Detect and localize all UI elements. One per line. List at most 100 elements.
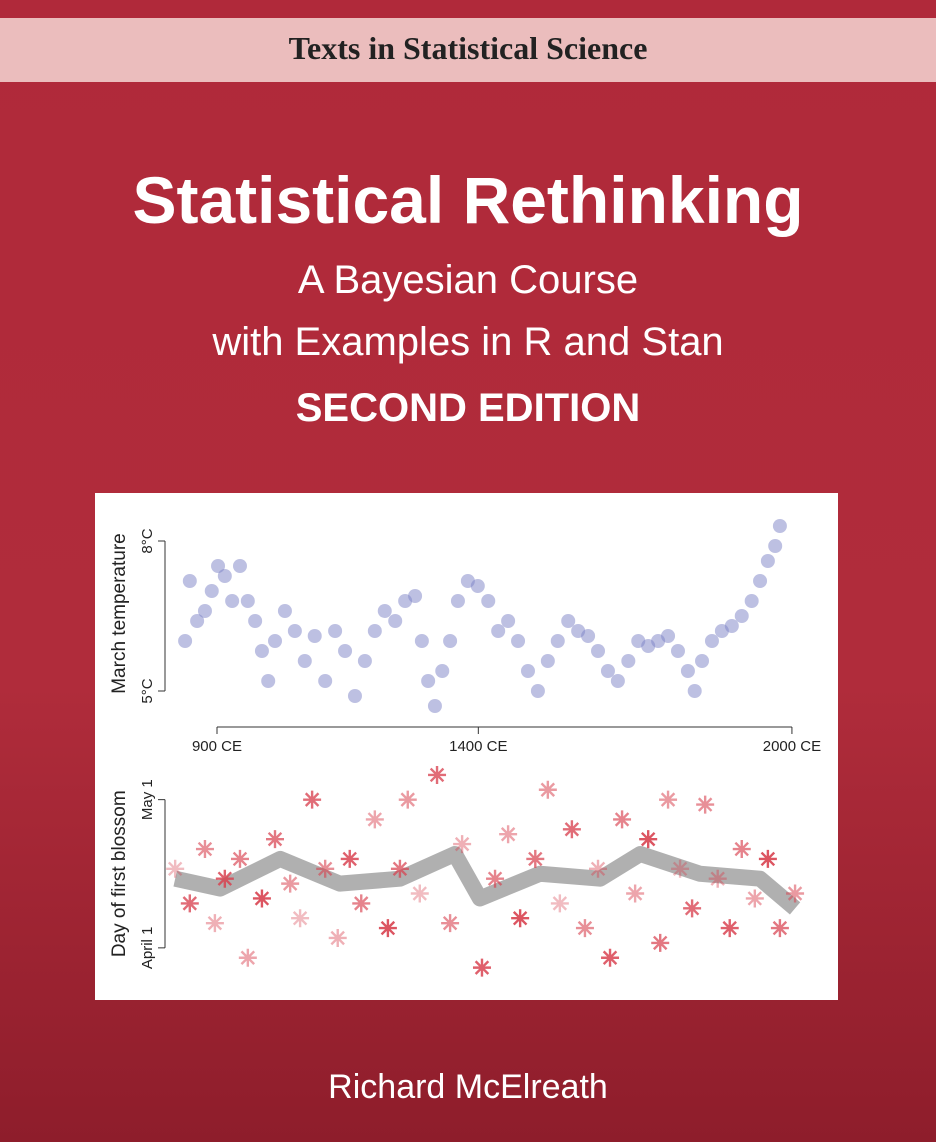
y-tick-label: 5°C	[139, 678, 156, 703]
point	[195, 840, 214, 859]
point	[610, 674, 625, 688]
point	[281, 874, 300, 893]
point	[252, 889, 271, 908]
point	[204, 584, 219, 598]
point	[357, 654, 372, 668]
point	[297, 654, 312, 668]
point	[338, 644, 353, 658]
point	[441, 914, 460, 933]
point	[683, 899, 702, 918]
point	[772, 519, 787, 533]
point	[511, 634, 526, 648]
point	[450, 594, 465, 608]
point	[378, 919, 397, 938]
point	[732, 840, 751, 859]
point	[180, 894, 199, 913]
point	[486, 869, 505, 888]
y-tick-label: May 1	[139, 779, 156, 820]
point	[388, 614, 403, 628]
point	[600, 664, 615, 678]
point	[499, 825, 518, 844]
point	[328, 928, 347, 947]
point	[428, 765, 447, 784]
point	[268, 634, 283, 648]
point	[687, 684, 702, 698]
point	[696, 795, 715, 814]
point	[248, 614, 263, 628]
point	[758, 849, 777, 868]
point	[421, 674, 436, 688]
point	[491, 624, 506, 638]
point	[708, 869, 727, 888]
point	[581, 629, 596, 643]
point	[254, 644, 269, 658]
point	[659, 790, 678, 809]
point	[562, 820, 581, 839]
point	[695, 654, 710, 668]
subtitle: with Examples in R and Stan	[212, 320, 724, 364]
point	[291, 909, 310, 928]
author: Richard McElreath	[328, 1068, 608, 1106]
point	[501, 614, 516, 628]
point	[410, 884, 429, 903]
x-tick-label: 900 CE	[192, 738, 242, 755]
point	[178, 634, 193, 648]
point	[720, 919, 739, 938]
point	[318, 674, 333, 688]
point	[724, 619, 739, 633]
x-tick-label: 2000 CE	[763, 738, 821, 755]
point	[744, 594, 759, 608]
edition: SECOND EDITION	[295, 386, 641, 430]
point	[215, 869, 234, 888]
y-tick-label: April 1	[139, 927, 156, 970]
series-name: Texts in Statistical Science	[288, 30, 648, 66]
point	[589, 859, 608, 878]
point	[197, 604, 212, 618]
point	[414, 634, 429, 648]
point	[443, 634, 458, 648]
y-axis-label: Day of first blossom	[109, 790, 130, 957]
point	[511, 909, 530, 928]
point	[377, 604, 392, 618]
point	[639, 830, 658, 849]
point	[328, 624, 343, 638]
point	[232, 559, 247, 573]
point	[680, 664, 695, 678]
point	[453, 835, 472, 854]
point	[225, 594, 240, 608]
point	[316, 859, 335, 878]
title: Statistical Rethinking	[132, 163, 804, 237]
point	[768, 539, 783, 553]
point	[205, 914, 224, 933]
point	[745, 889, 764, 908]
point	[238, 948, 257, 967]
point	[734, 609, 749, 623]
point	[303, 790, 322, 809]
point	[621, 654, 636, 668]
point	[760, 554, 775, 568]
point	[786, 884, 805, 903]
point	[550, 634, 565, 648]
point	[651, 933, 670, 952]
point	[530, 684, 545, 698]
point	[182, 574, 197, 588]
point	[365, 810, 384, 829]
point	[575, 919, 594, 938]
point	[217, 569, 232, 583]
point	[166, 859, 185, 878]
subtitle: A Bayesian Course	[297, 258, 639, 302]
point	[408, 589, 423, 603]
point	[626, 884, 645, 903]
point	[526, 849, 545, 868]
point	[261, 674, 276, 688]
point	[538, 780, 557, 799]
point	[670, 644, 685, 658]
point	[550, 894, 569, 913]
point	[390, 859, 409, 878]
point	[240, 594, 255, 608]
x-tick-label: 1400 CE	[449, 738, 507, 755]
point	[704, 634, 719, 648]
point	[307, 629, 322, 643]
point	[277, 604, 292, 618]
